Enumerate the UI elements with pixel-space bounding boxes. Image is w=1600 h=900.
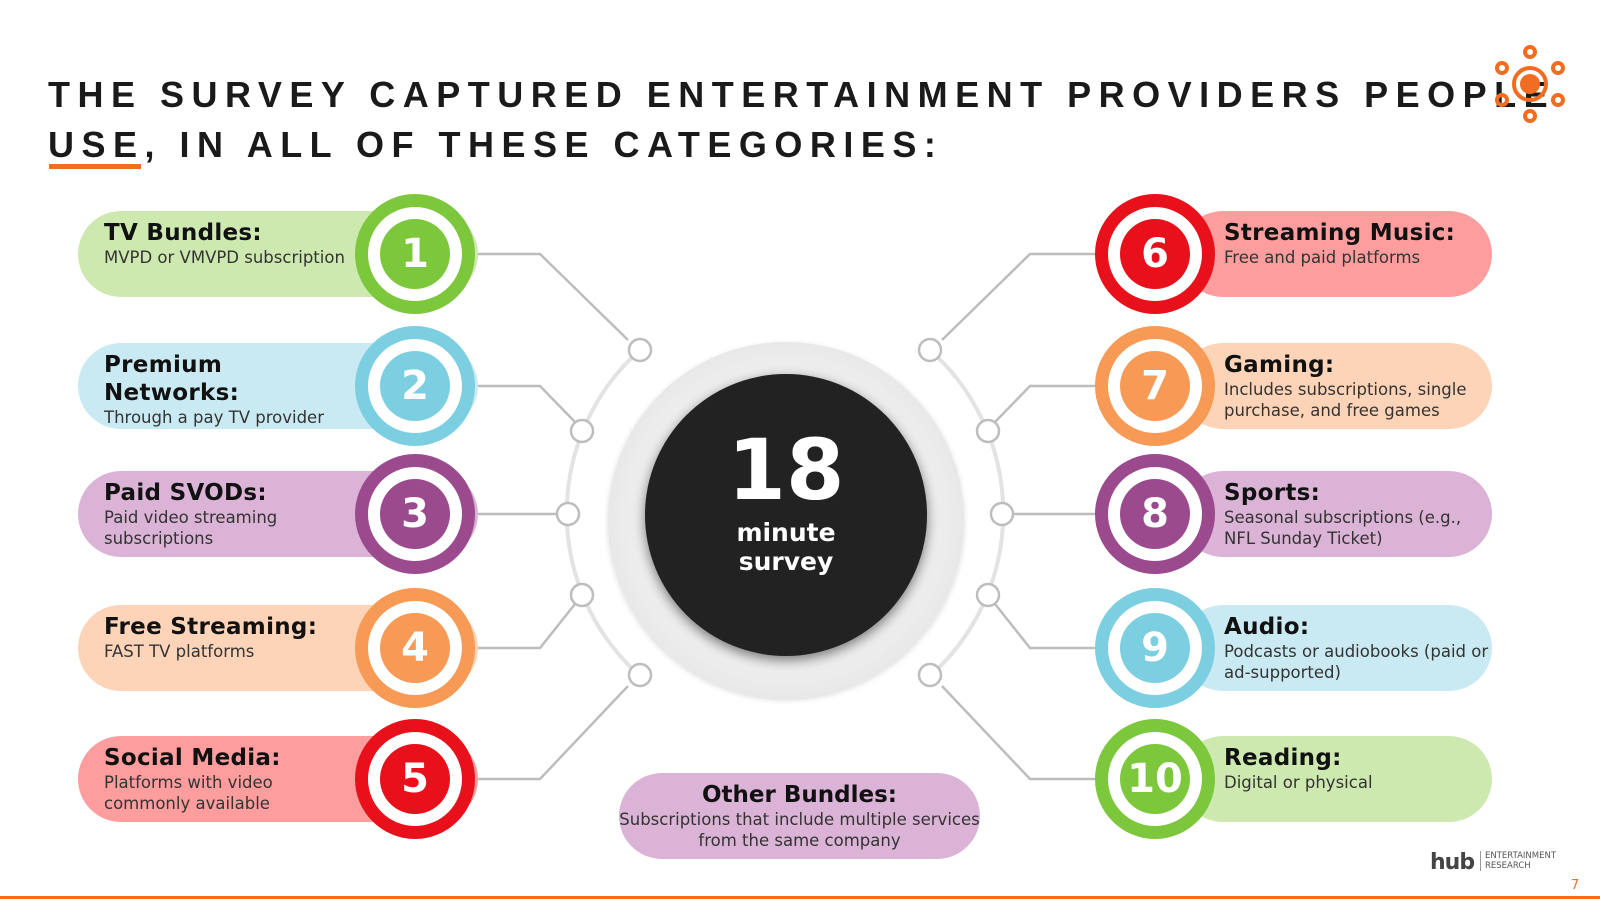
category-title: Streaming Music: <box>1224 220 1456 246</box>
slide-title: THE SURVEY CAPTURED ENTERTAINMENT PROVID… <box>48 74 1556 165</box>
title-underline <box>49 164 141 169</box>
page-number: 7 <box>1571 878 1580 893</box>
category-title: Social Media: <box>104 745 281 771</box>
category-desc: Seasonal subscriptions (e.g., NFL Sunday… <box>1224 508 1462 548</box>
category-number-badge: 5 <box>355 719 475 839</box>
category-number-badge: 1 <box>355 194 475 314</box>
category-desc: Digital or physical <box>1224 773 1373 792</box>
category-other-bundles: Other Bundles: Subscriptions that includ… <box>619 773 980 859</box>
category-title: Reading: <box>1224 745 1342 771</box>
hub-logo-subtitle: ENTERTAINMENT RESEARCH <box>1480 851 1556 871</box>
category-title: Paid SVODs: <box>104 480 267 506</box>
category-title: Gaming: <box>1224 352 1335 378</box>
category-desc: MVPD or VMVPD subscription <box>104 248 345 267</box>
category-title: Sports: <box>1224 480 1321 506</box>
category-number-badge: 9 <box>1095 588 1215 708</box>
category-desc: Through a pay TV provider <box>104 408 324 427</box>
category-title: Audio: <box>1224 614 1310 640</box>
bottom-rule <box>0 896 1600 899</box>
category-desc: Free and paid platforms <box>1224 248 1421 267</box>
network-icon <box>1495 45 1565 123</box>
center-survey-badge: 18 minute survey <box>645 374 927 656</box>
category-10: Reading: Digital or physical <box>1180 736 1492 822</box>
category-number-badge: 6 <box>1095 194 1215 314</box>
category-number-badge: 3 <box>355 454 475 574</box>
category-8: Sports: Seasonal subscriptions (e.g., NFL… <box>1180 471 1492 557</box>
category-title: Free Streaming: <box>104 614 318 640</box>
category-desc: Paid video streaming subscriptions <box>104 508 278 548</box>
category-number-badge: 2 <box>355 326 475 446</box>
category-9: Audio: Podcasts or audiobooks (paid or ad… <box>1180 605 1492 691</box>
hub-logo: hub <box>1430 850 1475 875</box>
category-7: Gaming: Includes subscriptions, single pu… <box>1180 343 1492 429</box>
category-number-badge: 8 <box>1095 454 1215 574</box>
category-desc: Platforms with video commonly available <box>104 773 273 813</box>
category-desc: Includes subscriptions, single purchase,… <box>1224 380 1467 420</box>
category-number-badge: 10 <box>1095 719 1215 839</box>
category-desc: Podcasts or audiobooks (paid or ad-suppo… <box>1224 642 1489 682</box>
category-desc: FAST TV platforms <box>104 642 255 661</box>
category-6: Streaming Music: Free and paid platforms <box>1180 211 1492 297</box>
category-number-badge: 7 <box>1095 326 1215 446</box>
category-title: Premium Networks: <box>104 352 240 406</box>
category-number-badge: 4 <box>355 588 475 708</box>
category-title: TV Bundles: <box>104 220 262 246</box>
